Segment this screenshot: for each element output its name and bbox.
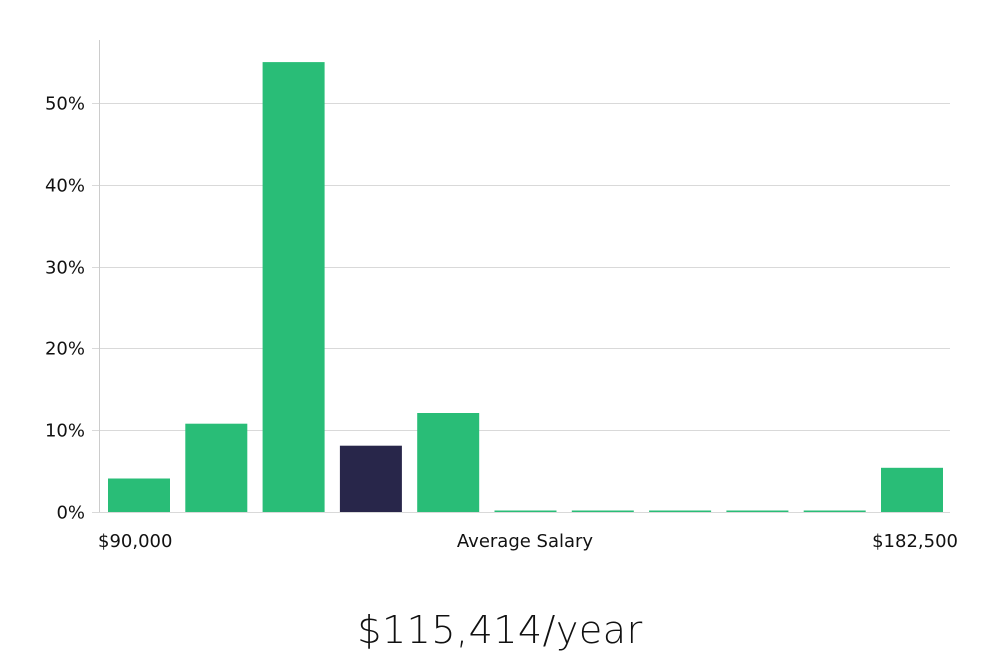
- y-tick-label: 50%: [45, 94, 85, 115]
- bar: [803, 510, 866, 512]
- average-salary-value: $115,414/year: [357, 608, 643, 652]
- x-min-label: $90,000: [98, 531, 172, 552]
- bar: [881, 467, 943, 512]
- y-tick-label: 0%: [56, 503, 85, 524]
- bar: [185, 423, 248, 512]
- x-max-label: $182,500: [872, 531, 958, 552]
- bar: [108, 478, 170, 512]
- y-tick-labels: 0% 10% 20% 30% 40% 50%: [45, 94, 85, 524]
- y-tick-label: 10%: [45, 421, 85, 442]
- salary-histogram-chart: 0% 10% 20% 30% 40% 50% $90,000 Average Salary…: [45, 40, 958, 552]
- bar: [726, 510, 789, 512]
- y-tick-label: 40%: [45, 176, 85, 197]
- bar-highlighted: [339, 445, 402, 512]
- y-tick-label: 30%: [45, 258, 85, 279]
- bar: [649, 510, 712, 512]
- bar: [262, 62, 325, 512]
- y-tick-label: 20%: [45, 339, 85, 360]
- bar: [571, 510, 634, 512]
- x-center-label: Average Salary: [457, 531, 594, 552]
- bar: [417, 413, 480, 512]
- bar: [494, 510, 557, 512]
- bars: [108, 62, 943, 512]
